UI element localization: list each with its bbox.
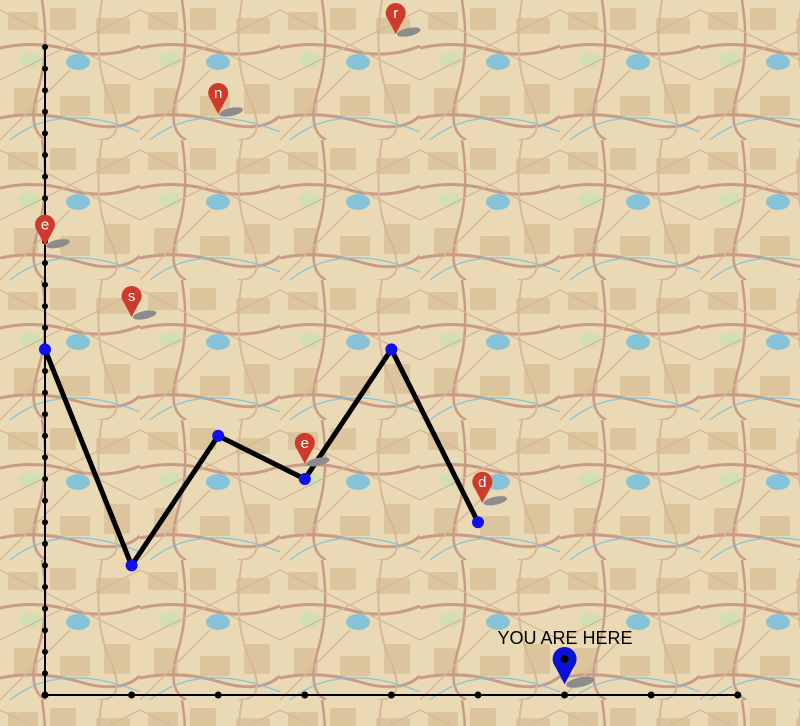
x-axis-tick — [214, 691, 222, 699]
you-are-here-label: YOU ARE HERE — [497, 628, 632, 648]
marker-head — [472, 471, 493, 492]
coordinate-axes — [41, 44, 742, 699]
marker-letter: e — [301, 435, 309, 452]
letter-marker-r[interactable]: r — [385, 3, 422, 38]
y-axis-tick — [42, 389, 48, 396]
marker-shadow — [306, 457, 330, 467]
letter-marker-s[interactable]: s — [121, 286, 158, 321]
markers: r n e s e d — [35, 3, 508, 507]
y-axis-tick — [42, 476, 48, 482]
route-point[interactable] — [212, 429, 225, 442]
x-axis-tick — [128, 691, 136, 699]
route-point[interactable] — [385, 343, 398, 356]
y-axis-tick — [42, 324, 48, 331]
x-axis-tick — [647, 691, 655, 699]
x-axis-tick — [734, 691, 742, 699]
marker-head — [294, 432, 315, 453]
x-axis-tick — [301, 691, 309, 699]
marker-head — [385, 3, 406, 24]
route-point[interactable] — [472, 516, 484, 529]
pin-center-dot — [560, 655, 569, 663]
marker-shadow — [132, 310, 157, 320]
y-axis-tick — [42, 562, 48, 569]
y-axis-tick — [42, 497, 48, 504]
x-axis-tick — [387, 691, 395, 699]
y-axis-tick — [42, 173, 48, 180]
marker-letter: e — [41, 217, 49, 234]
y-axis-tick — [42, 260, 48, 266]
y-axis-tick — [42, 108, 48, 115]
y-axis-tick — [42, 454, 48, 461]
marker-shadow — [566, 676, 595, 688]
route-point[interactable] — [125, 559, 138, 572]
x-axis-tick — [474, 691, 482, 699]
marker-letter: r — [393, 5, 398, 22]
y-axis-tick — [42, 44, 48, 50]
y-axis-tick — [42, 519, 48, 526]
marker-letter: d — [478, 474, 486, 491]
you-are-here-pin[interactable] — [552, 647, 596, 690]
letter-marker-d[interactable]: d — [472, 471, 508, 507]
y-axis-tick — [42, 627, 48, 634]
route-point[interactable] — [298, 473, 311, 485]
y-axis-tick — [42, 540, 48, 547]
marker-shadow — [219, 107, 243, 117]
y-axis-tick — [42, 152, 48, 158]
y-axis-tick — [42, 584, 48, 590]
route-line — [42, 346, 481, 568]
y-axis-tick — [42, 648, 48, 655]
y-axis-tick — [42, 411, 48, 418]
y-axis-tick — [42, 692, 48, 698]
y-axis-tick — [42, 195, 48, 202]
y-axis-tick — [42, 303, 48, 310]
letter-marker-e[interactable]: e — [294, 432, 331, 468]
marker-letter: s — [128, 288, 136, 305]
y-axis-tick — [42, 281, 48, 288]
marker-head — [121, 286, 142, 306]
route-point[interactable] — [39, 343, 51, 356]
y-axis-tick — [42, 130, 48, 137]
y-axis-tick — [42, 670, 48, 677]
marker-shadow — [483, 496, 508, 506]
y-axis-tick — [42, 605, 48, 612]
marker-head — [35, 214, 55, 235]
route — [39, 343, 484, 572]
marker-letter: n — [214, 85, 222, 102]
y-axis-tick — [42, 368, 48, 374]
y-axis-tick — [42, 87, 48, 94]
you-are-here: YOU ARE HERE — [497, 628, 633, 690]
y-axis-tick — [42, 432, 48, 439]
letter-marker-e[interactable]: e — [35, 214, 71, 250]
y-axis-tick — [42, 65, 48, 72]
marker-shadow — [46, 239, 70, 249]
letter-marker-n[interactable]: n — [208, 82, 244, 118]
marker-shadow — [396, 27, 421, 37]
marker-head — [208, 82, 229, 103]
x-axis-tick — [561, 691, 569, 699]
